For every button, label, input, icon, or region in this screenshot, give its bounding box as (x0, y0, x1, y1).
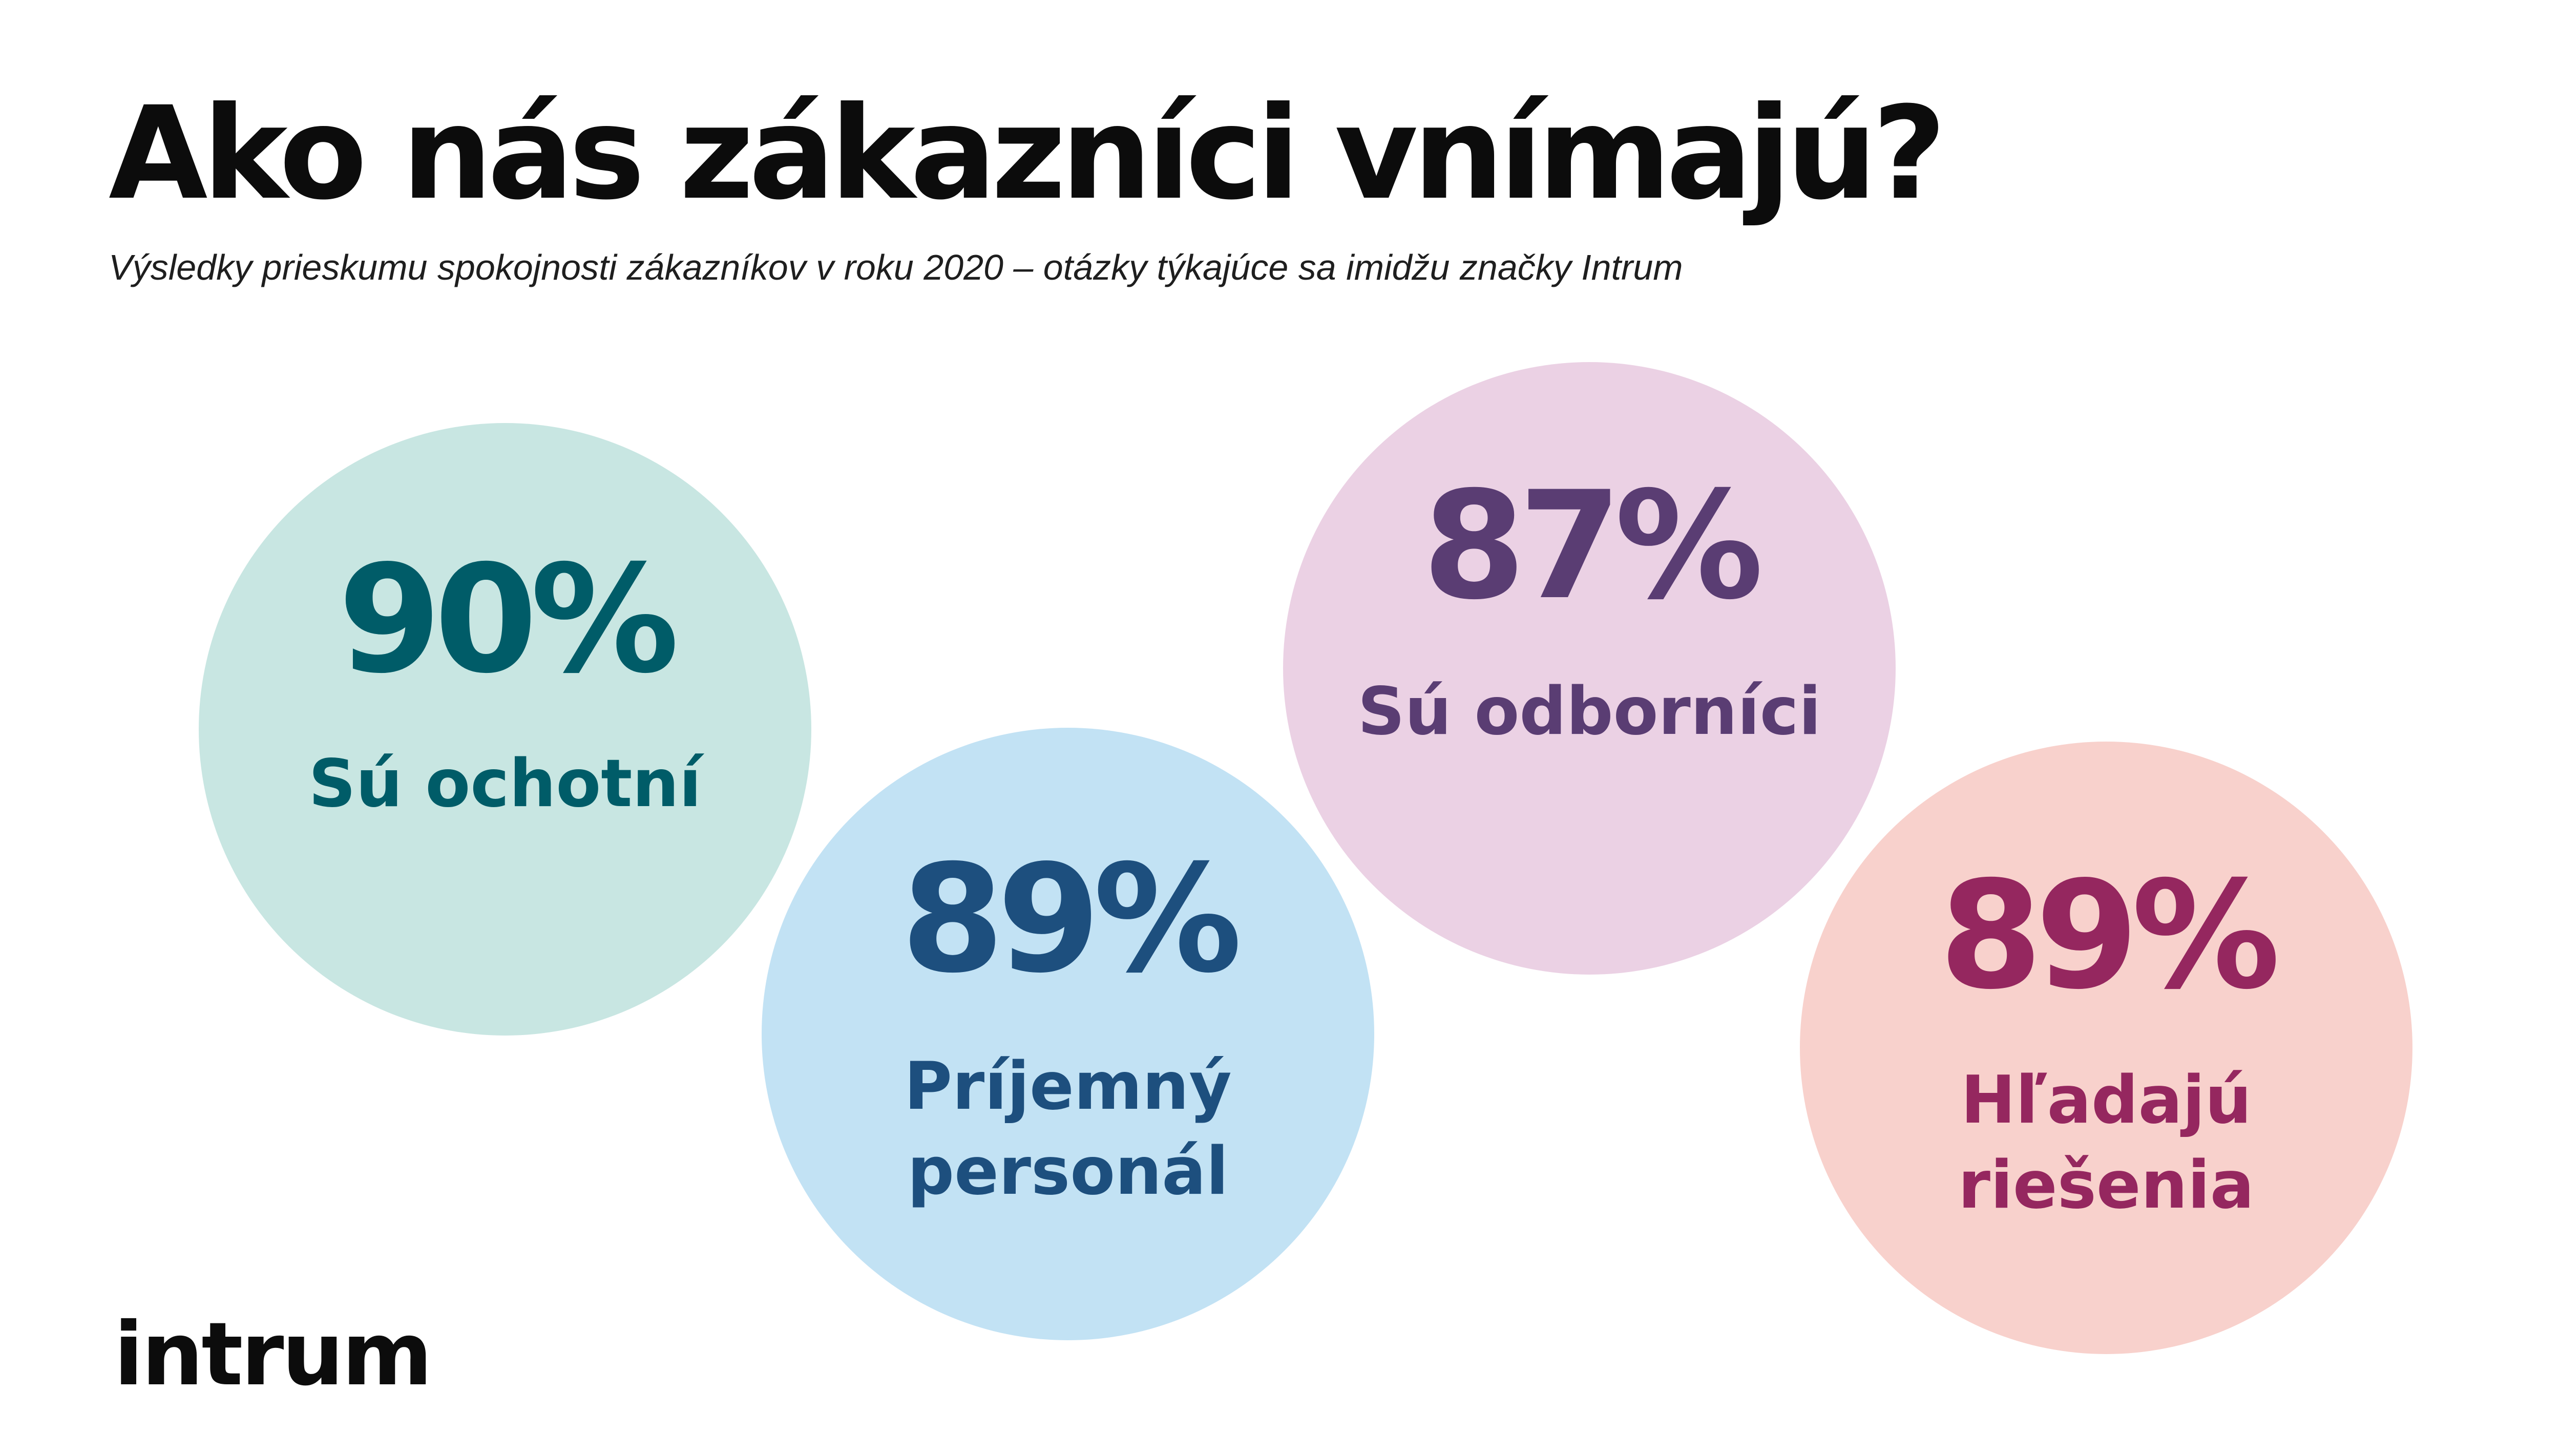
stat-value: 89% (1939, 850, 2280, 1022)
stat-bubble-willing: 90% Sú ochotní (199, 423, 811, 1036)
stat-label-line: Príjemný (904, 1048, 1232, 1125)
stat-label-line: personál (907, 1133, 1229, 1210)
stat-label: Hľadajú riešenia (1800, 1058, 2412, 1229)
stat-label: Príjemný personál (762, 1044, 1374, 1215)
stat-label-line: Sú ochotní (308, 746, 702, 822)
intrum-logo: intrum (114, 1304, 433, 1405)
stat-label: Sú ochotní (199, 742, 811, 827)
stat-label: Sú odborníci (1283, 669, 1896, 754)
stat-label-line: riešenia (1958, 1147, 2255, 1224)
stat-value: 89% (900, 833, 1242, 1006)
page-title: Ako nás zákazníci vnímajú? (109, 79, 1946, 228)
page-subtitle: Výsledky prieskumu spokojnosti zákazníko… (109, 247, 1683, 287)
stat-bubble-pleasant-staff: 89% Príjemný personál (762, 728, 1374, 1340)
stat-value: 90% (338, 534, 679, 706)
stat-bubble-experts: 87% Sú odborníci (1283, 362, 1896, 975)
stat-label-line: Sú odborníci (1357, 673, 1821, 750)
stat-value: 87% (1422, 460, 1764, 632)
stat-label-line: Hľadajú (1961, 1062, 2252, 1138)
stat-bubble-seek-solutions: 89% Hľadajú riešenia (1800, 742, 2412, 1354)
